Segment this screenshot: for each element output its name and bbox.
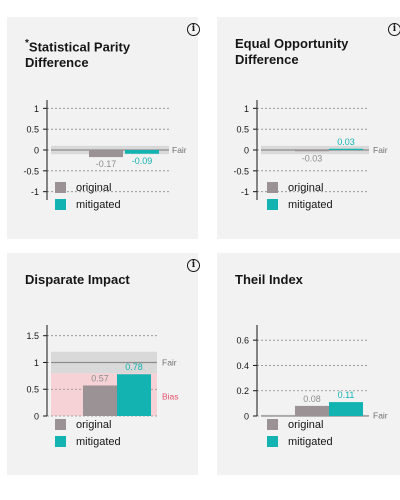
y-tick-label: 0.5 <box>236 125 249 135</box>
y-tick-label: -1 <box>241 187 249 197</box>
bar-original <box>89 150 123 158</box>
legend: original mitigated <box>55 416 121 450</box>
legend-item-original: original <box>55 416 121 433</box>
legend: original mitigated <box>55 179 121 213</box>
data-label-mitigated: 0.11 <box>338 390 355 400</box>
y-tick-label: 0.6 <box>236 336 249 346</box>
legend-label-original: original <box>76 418 112 431</box>
y-tick-label: 0.4 <box>236 361 249 371</box>
title-line-1: Statistical Parity <box>28 39 131 55</box>
y-tick-label: 1 <box>34 104 39 114</box>
bar-original <box>295 405 329 416</box>
legend-label-mitigated: mitigated <box>288 198 333 211</box>
title-line-1: Equal Opportunity <box>235 36 349 51</box>
card-title: *Statistical Parity Difference <box>25 36 130 71</box>
y-tick-label: 0 <box>34 412 39 422</box>
chart-theil-index: 0.6 0.4 0.2 0 0.08 0.11 Fair <box>236 325 388 422</box>
legend-item-mitigated: mitigated <box>267 433 333 450</box>
metric-card-statistical-parity: *Statistical Parity Difference i 1 0.5 0 -0… <box>7 17 200 239</box>
legend-item-mitigated: mitigated <box>55 196 121 213</box>
bias-label: Bias <box>162 392 179 402</box>
legend: original mitigated <box>267 179 333 213</box>
data-label-mitigated: 0.78 <box>125 362 143 372</box>
legend-label-original: original <box>288 418 324 431</box>
legend-swatch-original <box>267 182 278 193</box>
data-label-original: -0.17 <box>96 159 117 169</box>
title-line-1: Disparate Impact <box>25 272 130 287</box>
bar-mitigated <box>125 150 159 154</box>
y-tick-label: 0 <box>244 146 249 156</box>
title-line-2: Difference <box>25 55 89 71</box>
y-tick-label: 0.2 <box>236 386 249 396</box>
metric-card-theil-index: Theil Index 0.6 0.4 0.2 0 0.08 0.11 Fair origi… <box>217 253 400 475</box>
info-icon[interactable]: i <box>388 23 400 36</box>
y-tick-label: 0 <box>34 146 39 156</box>
y-tick-label: -0.5 <box>233 166 249 176</box>
card-title: Equal Opportunity Difference <box>235 36 348 68</box>
bar-mitigated <box>117 374 151 416</box>
data-label-mitigated: -0.09 <box>132 156 153 166</box>
data-label-original: 0.08 <box>303 394 321 404</box>
y-tick-label: 0.5 <box>26 125 39 135</box>
data-label-original: -0.03 <box>302 153 323 163</box>
y-tick-label: 1.5 <box>26 331 39 341</box>
card-title: Theil Index <box>235 272 303 288</box>
chart-disparate-impact: 1.5 1 0.5 0 0.57 0.78 Fair Bias <box>26 325 179 422</box>
fair-label: Fair <box>373 145 388 155</box>
data-label-mitigated: 0.03 <box>337 137 355 147</box>
fair-label: Fair <box>172 145 187 155</box>
legend-swatch-mitigated <box>55 199 66 210</box>
bar-mitigated <box>329 148 363 150</box>
legend: original mitigated <box>267 416 333 450</box>
y-tick-label: 0 <box>244 412 249 422</box>
data-label-original: 0.57 <box>91 373 109 383</box>
y-tick-label: 0.5 <box>26 385 39 395</box>
title-asterisk: * <box>25 38 29 49</box>
legend-item-mitigated: mitigated <box>267 196 333 213</box>
title-line-1: Theil Index <box>235 272 303 287</box>
legend-item-original: original <box>55 179 121 196</box>
card-title: Disparate Impact <box>25 272 130 288</box>
metric-card-equal-opportunity: Equal Opportunity Difference i 1 0.5 0 -0.5… <box>217 17 400 239</box>
legend-swatch-mitigated <box>267 436 278 447</box>
legend-swatch-mitigated <box>267 199 278 210</box>
metric-card-disparate-impact: Disparate Impact i 1.5 1 0.5 0 0.57 0.78 Fair B… <box>7 253 200 475</box>
chart-statistical-parity: 1 0.5 0 -0.5 -1 -0.17 -0.09 Fair <box>23 100 187 200</box>
y-tick-label: 1 <box>34 358 39 368</box>
legend-swatch-original <box>55 419 66 430</box>
bar-original <box>295 150 329 152</box>
legend-label-mitigated: mitigated <box>288 435 333 448</box>
legend-item-original: original <box>267 179 333 196</box>
legend-swatch-original <box>267 419 278 430</box>
legend-swatch-original <box>55 182 66 193</box>
info-icon[interactable]: i <box>187 259 200 272</box>
legend-label-original: original <box>76 181 112 194</box>
bar-mitigated <box>329 402 363 416</box>
info-icon[interactable]: i <box>187 23 200 36</box>
legend-label-original: original <box>288 181 324 194</box>
fair-label: Fair <box>373 410 388 420</box>
y-tick-label: 1 <box>244 104 249 114</box>
legend-swatch-mitigated <box>55 436 66 447</box>
legend-label-mitigated: mitigated <box>76 198 121 211</box>
y-tick-label: -1 <box>31 187 39 197</box>
legend-item-original: original <box>267 416 333 433</box>
legend-item-mitigated: mitigated <box>55 433 121 450</box>
legend-label-mitigated: mitigated <box>76 435 121 448</box>
bar-original <box>83 385 117 416</box>
title-line-2: Difference <box>235 52 299 67</box>
chart-equal-opportunity: 1 0.5 0 -0.5 -1 -0.03 0.03 Fair <box>233 100 388 200</box>
fair-label: Fair <box>162 357 177 367</box>
y-tick-label: -0.5 <box>23 166 39 176</box>
